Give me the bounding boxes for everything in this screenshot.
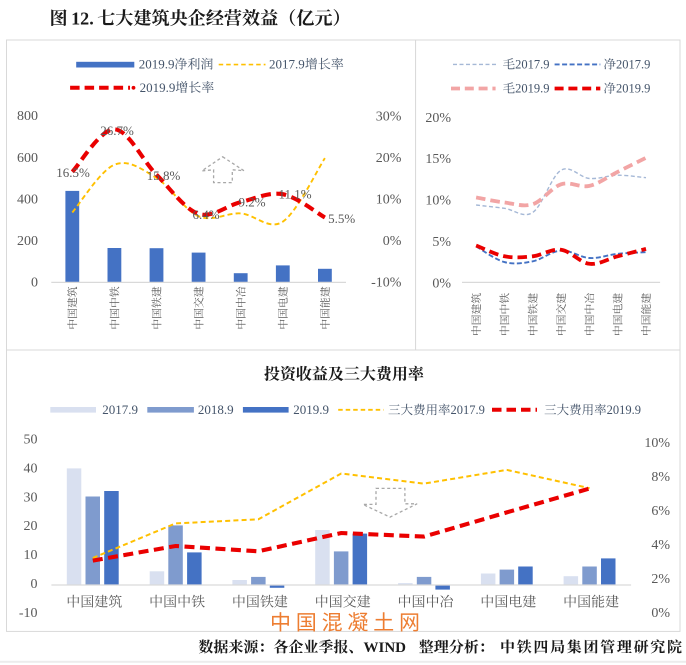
svg-text:0%: 0%: [432, 276, 451, 291]
svg-text:2017.9: 2017.9: [451, 403, 485, 417]
svg-text:2%: 2%: [651, 572, 670, 587]
svg-text:40: 40: [24, 461, 38, 476]
svg-text:12.: 12.: [71, 8, 94, 28]
svg-text:2017.9: 2017.9: [102, 402, 138, 417]
svg-text:2017.9: 2017.9: [616, 58, 650, 72]
svg-text:8%: 8%: [651, 470, 670, 485]
svg-text:10%: 10%: [425, 194, 451, 209]
svg-text:20%: 20%: [425, 111, 451, 126]
svg-text:2017.9: 2017.9: [515, 58, 549, 72]
svg-text:2018.9: 2018.9: [198, 402, 234, 417]
svg-text:WIND: WIND: [364, 640, 407, 656]
svg-text:2019.9: 2019.9: [293, 402, 329, 417]
svg-text:400: 400: [17, 192, 38, 207]
svg-text:26.7%: 26.7%: [100, 123, 134, 138]
svg-text:50: 50: [24, 432, 38, 447]
svg-text:2019.9: 2019.9: [140, 80, 176, 95]
svg-text:2017.9: 2017.9: [269, 57, 305, 72]
svg-text:20: 20: [24, 519, 38, 534]
svg-text:16.5%: 16.5%: [56, 165, 90, 180]
svg-text:10%: 10%: [376, 193, 402, 208]
svg-text:2019.9: 2019.9: [515, 82, 549, 96]
svg-text:10%: 10%: [644, 436, 670, 451]
svg-text:30: 30: [24, 490, 38, 505]
svg-text:4%: 4%: [651, 538, 670, 553]
svg-text:2019.9: 2019.9: [607, 403, 641, 417]
svg-text:10: 10: [24, 548, 38, 563]
svg-text:5.5%: 5.5%: [328, 211, 355, 226]
svg-text:2019.9: 2019.9: [616, 82, 650, 96]
svg-text:6%: 6%: [651, 504, 670, 519]
svg-text:800: 800: [17, 109, 38, 124]
svg-text:15%: 15%: [425, 152, 451, 167]
svg-text:0%: 0%: [651, 606, 670, 621]
svg-text:9.2%: 9.2%: [238, 195, 265, 210]
svg-text:20%: 20%: [376, 151, 402, 166]
svg-text:200: 200: [17, 234, 38, 249]
svg-text:15.8%: 15.8%: [147, 168, 181, 183]
svg-text:600: 600: [17, 151, 38, 166]
svg-text:0%: 0%: [383, 234, 402, 249]
svg-text:0: 0: [31, 577, 38, 592]
svg-text:-10: -10: [19, 606, 38, 621]
svg-text:11.1%: 11.1%: [278, 187, 311, 202]
svg-text:30%: 30%: [376, 110, 402, 125]
svg-text:2019.9: 2019.9: [139, 57, 175, 72]
svg-text:0: 0: [31, 276, 38, 291]
svg-text:-10%: -10%: [371, 276, 402, 291]
svg-text:5%: 5%: [432, 235, 451, 250]
svg-text:6.4%: 6.4%: [192, 207, 219, 222]
